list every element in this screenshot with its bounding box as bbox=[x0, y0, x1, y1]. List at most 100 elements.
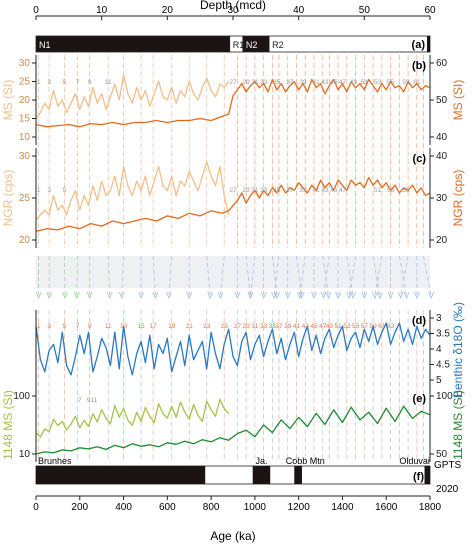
panel-c-right-tick-label: 20 bbox=[436, 235, 448, 246]
mis-label-b: 51 bbox=[361, 79, 369, 86]
mis-label-c: 29 bbox=[243, 187, 251, 194]
tie-arrow-icon bbox=[35, 291, 42, 300]
tie-arrow-icon bbox=[335, 291, 341, 300]
gpts-cobb-label: Cobb Mtn bbox=[286, 456, 325, 466]
mis-label-c: 41 bbox=[313, 187, 321, 194]
bottom-axis-title: Age (ka) bbox=[210, 529, 255, 543]
mis-label-b: 55 bbox=[387, 79, 395, 86]
mis-label-d: 37 bbox=[275, 323, 283, 330]
tie-arrow-icon bbox=[62, 291, 68, 300]
mis-label-b: 41 bbox=[313, 79, 321, 86]
panel-b-left-tick-label: 20 bbox=[19, 95, 31, 106]
bottom-tick-label: 0 bbox=[33, 502, 39, 513]
panel-c-left-tick-label: 30 bbox=[19, 151, 31, 162]
gpts-ja-label: Ja. bbox=[255, 456, 267, 466]
tie-arrow-icon bbox=[311, 291, 317, 300]
panel-b-left-tick-label: 30 bbox=[19, 58, 31, 69]
tie-arrow-icon bbox=[346, 291, 353, 300]
unit-edge bbox=[427, 36, 430, 52]
mis-label-e: 11 bbox=[91, 397, 98, 404]
panel-e-left-tick-label: 100 bbox=[13, 391, 30, 402]
mis-label-b: 31 bbox=[251, 79, 259, 86]
mis-label-c: 31 bbox=[251, 187, 259, 194]
mis-label-b: 59 bbox=[402, 79, 410, 86]
top-tick-label: 60 bbox=[424, 5, 436, 16]
mis-label-d: 51 bbox=[334, 323, 342, 330]
top-tick-label: 30 bbox=[227, 5, 239, 16]
mis-label-c: 45 bbox=[330, 187, 338, 194]
panel-e-right-label: 1148 MS (SI) bbox=[451, 390, 465, 460]
bottom-tick-label: 1600 bbox=[375, 502, 398, 513]
unit-label-r2: R2 bbox=[272, 40, 284, 50]
tie-arrow-icon bbox=[217, 291, 224, 300]
panel-d-right-label: Benthic δ18O (‰) bbox=[451, 302, 465, 398]
bottom-tick-label: 600 bbox=[159, 502, 176, 513]
mis-label-b: 45 bbox=[330, 79, 338, 86]
mis-label-b: 1 bbox=[37, 79, 41, 86]
mis-label-e: 9 bbox=[87, 397, 91, 404]
mis-label-d: 1 bbox=[37, 323, 41, 330]
tie-arrow-icon bbox=[166, 291, 172, 300]
mis-label-d: 31 bbox=[251, 323, 259, 330]
unit-r2 bbox=[268, 35, 431, 53]
panel-d-right-tick-label: 5 bbox=[436, 375, 442, 386]
tie-arrow-icon bbox=[207, 291, 214, 300]
gpts-label-line2: 2020 bbox=[436, 484, 459, 495]
mis-label-c: 3 bbox=[47, 187, 51, 194]
mis-label-d: 59 bbox=[369, 323, 377, 330]
mis-label-b: 29 bbox=[243, 79, 251, 86]
unit-n1 bbox=[35, 35, 231, 53]
tie-arrow-icon bbox=[260, 291, 267, 300]
mis-label-d: 17 bbox=[149, 323, 157, 330]
mis-label-c: 43 bbox=[321, 187, 329, 194]
series-line-0 bbox=[35, 74, 230, 120]
mis-label-b: 49 bbox=[350, 79, 358, 86]
top-tick-label: 0 bbox=[33, 5, 39, 16]
tie-arrow-icon bbox=[152, 291, 159, 300]
tie-arrow-icon bbox=[284, 291, 291, 300]
mis-label-b: 35 bbox=[273, 79, 281, 86]
panel-b-right-label: MS (SI) bbox=[451, 80, 465, 121]
mis-label-d: 19 bbox=[168, 323, 176, 330]
gpts-olduvai-label: Olduvai bbox=[399, 456, 430, 466]
series-line-3 bbox=[35, 176, 431, 232]
mis-label-b: 3 bbox=[47, 79, 51, 86]
mis-label-d: 13 bbox=[120, 323, 128, 330]
mis-label-b: 37 bbox=[286, 79, 294, 86]
series-line-5 bbox=[35, 398, 230, 438]
tie-arrow-icon bbox=[138, 291, 144, 300]
panel-c-right-label: NGR (cps) bbox=[451, 170, 465, 227]
tie-arrow-icon bbox=[376, 291, 383, 300]
tie-arrow-icon bbox=[372, 291, 378, 300]
panel-letter-c: (c) bbox=[413, 153, 427, 165]
tie-arrow-icon bbox=[428, 291, 435, 300]
mis-label-d: 25 bbox=[221, 323, 229, 330]
mis-label-d: 61 bbox=[378, 323, 386, 330]
gpts-chron-ja- bbox=[252, 466, 271, 484]
panel-d-right-tick-label: 4.5 bbox=[436, 360, 450, 371]
mis-label-c: 55 bbox=[402, 187, 410, 194]
panel-letter-d: (d) bbox=[412, 315, 426, 327]
tie-arrow-icon bbox=[361, 291, 368, 300]
mis-label-d: 11 bbox=[105, 323, 112, 330]
mis-label-d: 63 bbox=[387, 323, 395, 330]
top-tick-label: 40 bbox=[293, 5, 305, 16]
mis-label-d: 15 bbox=[137, 323, 145, 330]
mis-label-c: 47 bbox=[339, 187, 347, 194]
panel-b-left-tick-label: 10 bbox=[19, 132, 31, 143]
series-line-4 bbox=[35, 322, 431, 376]
tie-arrow-icon bbox=[350, 291, 356, 300]
mis-label-b: 61 bbox=[413, 79, 421, 86]
tie-arrow-icon bbox=[413, 291, 420, 300]
panel-b-left-label: MS (SI) bbox=[1, 80, 15, 121]
mis-label-b: 53 bbox=[374, 79, 382, 86]
panel-letter-a: (a) bbox=[412, 39, 426, 51]
panel-letter-e: (e) bbox=[413, 393, 427, 405]
mis-label-d: 57 bbox=[361, 323, 369, 330]
panel-b-right-tick-label: 60 bbox=[436, 58, 448, 69]
mis-label-b: 7 bbox=[76, 79, 80, 86]
gpts-chron-brunhes bbox=[36, 466, 206, 484]
panel-letter-f: (f) bbox=[413, 471, 424, 483]
mis-label-c: 35 bbox=[273, 187, 281, 194]
